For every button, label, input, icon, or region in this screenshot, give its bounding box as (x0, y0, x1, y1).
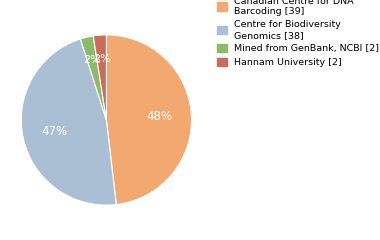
Wedge shape (106, 35, 192, 204)
Legend: Canadian Centre for DNA
Barcoding [39], Centre for Biodiversity
Genomics [38], M: Canadian Centre for DNA Barcoding [39], … (217, 0, 379, 67)
Text: 2%: 2% (93, 54, 111, 64)
Text: 2%: 2% (83, 55, 101, 65)
Wedge shape (93, 35, 106, 120)
Wedge shape (81, 36, 106, 120)
Wedge shape (21, 39, 116, 205)
Text: 47%: 47% (42, 125, 68, 138)
Text: 48%: 48% (146, 110, 172, 123)
